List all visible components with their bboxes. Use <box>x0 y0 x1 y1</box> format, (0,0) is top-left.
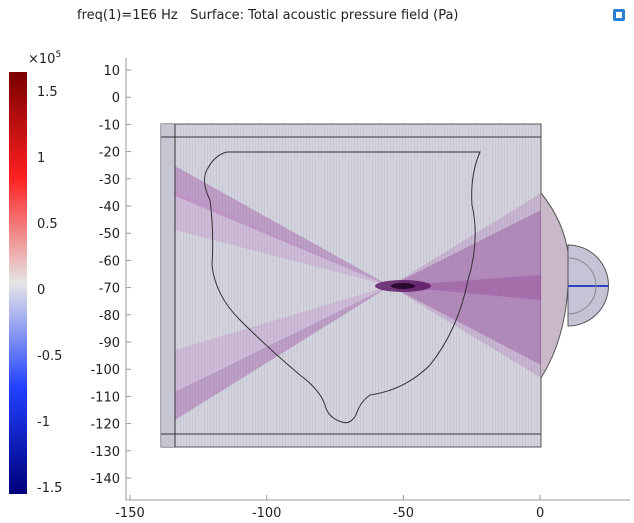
y-tick-label: -120 <box>90 418 120 433</box>
y-tick-label: -20 <box>99 146 120 161</box>
y-tick-label: -50 <box>99 227 120 242</box>
colorbar-tick-label: 1 <box>37 151 45 166</box>
colorbar-tick-label: 0 <box>37 283 45 298</box>
colorbar: ×105 1.5 1 0.5 0 -0.5 -1 -1.5 <box>9 50 62 496</box>
y-tick-label: -90 <box>99 336 120 351</box>
y-tick-label: -60 <box>99 254 120 269</box>
y-tick-label: -110 <box>90 390 120 405</box>
colorbar-tick-label: -0.5 <box>37 349 62 364</box>
y-tick-label: 0 <box>112 91 120 106</box>
colorbar-gradient <box>9 72 27 494</box>
pressure-bands <box>175 166 541 420</box>
x-tick-label: -50 <box>393 506 414 521</box>
cube-view-icon[interactable] <box>612 8 626 22</box>
y-tick-label: 10 <box>103 64 120 79</box>
colorbar-tick-label: 0.5 <box>37 217 58 232</box>
plot-title: freq(1)=1E6 Hz Surface: Total acoustic p… <box>77 8 459 23</box>
y-tick-label: -40 <box>99 200 120 215</box>
tissue-outline <box>204 151 481 424</box>
y-tick-label: -140 <box>90 472 120 487</box>
transducer <box>540 192 609 379</box>
acoustic-domain <box>160 123 542 448</box>
x-tick-label: -100 <box>252 506 282 521</box>
y-tick-label: -30 <box>99 173 120 188</box>
colorbar-tick-label: -1 <box>37 415 50 430</box>
x-tick-label: -150 <box>115 506 145 521</box>
colorbar-multiplier: ×105 <box>28 50 61 67</box>
y-axis: 10 0 -10 -20 -30 -40 -50 -60 -70 -80 -90 -100 -110 -1… <box>90 64 131 487</box>
y-tick-label: -130 <box>90 445 120 460</box>
y-tick-label: -10 <box>99 118 120 133</box>
colorbar-tick-label: -1.5 <box>37 481 62 496</box>
y-tick-label: -80 <box>99 309 120 324</box>
y-tick-label: -70 <box>99 282 120 297</box>
colorbar-tick-label: 1.5 <box>37 85 58 100</box>
y-tick-label: -100 <box>90 363 120 378</box>
x-tick-label: 0 <box>536 506 544 521</box>
x-axis: -150 -100 -50 0 <box>115 495 544 521</box>
